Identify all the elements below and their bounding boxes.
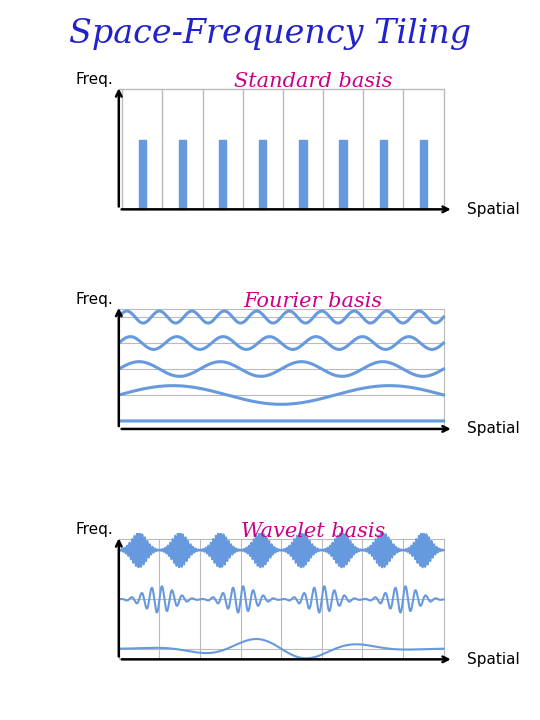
Text: Freq.: Freq.	[75, 72, 113, 87]
Text: Fourier basis: Fourier basis	[244, 292, 382, 311]
Bar	[139, 140, 146, 210]
Text: Freq.: Freq.	[75, 522, 113, 537]
Bar	[380, 140, 387, 210]
Bar	[219, 140, 226, 210]
Text: Wavelet basis: Wavelet basis	[241, 522, 385, 541]
Text: Space-Frequency Tiling: Space-Frequency Tiling	[69, 18, 471, 50]
Bar	[299, 140, 307, 210]
Text: Spatial: Spatial	[467, 202, 519, 217]
Bar	[179, 140, 186, 210]
Bar	[340, 140, 347, 210]
Text: Spatial: Spatial	[467, 421, 519, 436]
Bar	[259, 140, 266, 210]
Text: Standard basis: Standard basis	[234, 72, 392, 91]
Bar	[420, 140, 427, 210]
Text: Freq.: Freq.	[75, 292, 113, 307]
Text: Spatial: Spatial	[467, 652, 519, 667]
